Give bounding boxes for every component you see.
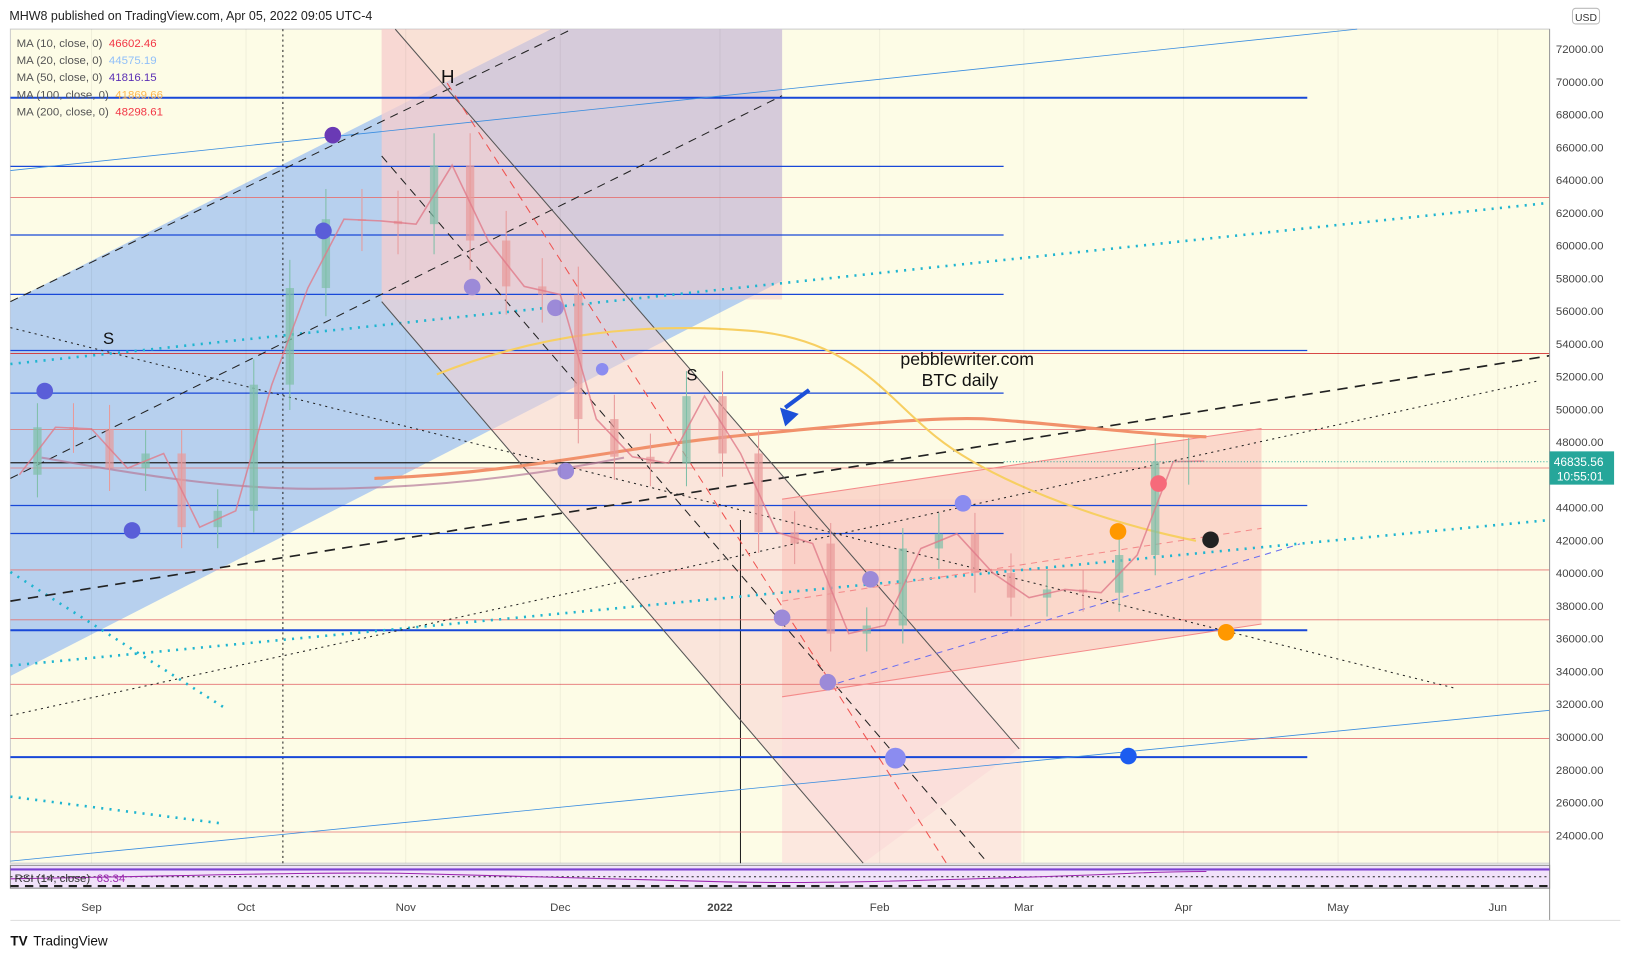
price-tick: 26000.00	[1556, 798, 1604, 810]
rsi-pane[interactable]: RSI (14, close) 63.34	[9, 864, 1551, 889]
price-tick: 64000.00	[1556, 175, 1604, 187]
time-tick: Nov	[396, 902, 417, 914]
price-tick: 56000.00	[1556, 306, 1604, 318]
tv-logo-icon: TV	[10, 933, 27, 948]
price-tick: 36000.00	[1556, 634, 1604, 646]
time-tick: Jun	[1489, 902, 1507, 914]
price-tick: 28000.00	[1556, 765, 1604, 777]
time-tick: May	[1327, 902, 1349, 914]
legend-label: MA (10, close, 0)	[17, 38, 103, 50]
time-tick: 2022	[707, 902, 732, 914]
arrow-icon	[783, 388, 811, 410]
legend-value: 41816.15	[109, 72, 157, 84]
bar-countdown: 10:55:01	[1557, 469, 1604, 483]
price-tick: 42000.00	[1556, 535, 1604, 547]
time-tick: Sep	[81, 902, 101, 914]
price-tick: 34000.00	[1556, 666, 1604, 678]
price-tick: 30000.00	[1556, 732, 1604, 744]
price-tick: 24000.00	[1556, 830, 1604, 842]
currency-badge[interactable]	[1571, 7, 1601, 25]
legend-value: 44575.19	[109, 55, 157, 67]
price-tick: 70000.00	[1556, 77, 1604, 89]
trend-lines	[9, 28, 1550, 864]
annotation-site: pebblewriter.com	[900, 349, 1034, 369]
label-h: H	[441, 66, 455, 87]
price-tick: 66000.00	[1556, 142, 1604, 154]
price-tick: 62000.00	[1556, 208, 1604, 220]
last-price-badge	[1549, 451, 1615, 485]
price-tick: 54000.00	[1556, 339, 1604, 351]
legend-label: MA (100, close, 0)	[17, 89, 109, 101]
legend-value: 46602.46	[109, 38, 157, 50]
rsi-label: RSI (14, close)	[15, 873, 91, 885]
tradingview-logo[interactable]: TV TradingView	[10, 933, 107, 948]
time-tick: Dec	[550, 902, 571, 914]
label-s-right: S	[686, 366, 697, 385]
price-tick: 58000.00	[1556, 273, 1604, 285]
price-tick: 60000.00	[1556, 241, 1604, 253]
time-tick: Mar	[1014, 902, 1034, 914]
price-series	[18, 133, 1205, 652]
time-axis[interactable]: Sep Oct Nov Dec 2022 Feb Mar Apr May Jun	[10, 29, 1621, 921]
price-tick: 50000.00	[1556, 404, 1604, 416]
legend-value: 48298.61	[115, 106, 163, 118]
time-tick: Apr	[1175, 902, 1193, 914]
legend-label: MA (200, close, 0)	[17, 106, 109, 118]
indicator-legend: MA (10, close, 0) 46602.46 MA (20, close, …	[17, 38, 163, 119]
price-tick: 44000.00	[1556, 503, 1604, 515]
horizontal-levels	[10, 96, 1550, 833]
currency-label: USD	[1575, 13, 1597, 24]
price-axis[interactable]: 72000.00 70000.00 68000.00 66000.00 64000.00…	[1003, 7, 1621, 921]
time-tick: Oct	[237, 902, 256, 914]
header-title: MHW8 published on TradingView.com, Apr 0…	[9, 9, 372, 23]
price-tick: 40000.00	[1556, 568, 1604, 580]
rsi-value: 63.34	[97, 873, 126, 885]
price-tick: 52000.00	[1556, 372, 1604, 384]
markers	[36, 126, 1235, 769]
close-line	[18, 163, 1205, 635]
legend-label: MA (20, close, 0)	[17, 55, 103, 67]
price-tick: 32000.00	[1556, 699, 1604, 711]
legend-label: MA (50, close, 0)	[17, 72, 103, 84]
label-s-left: S	[103, 329, 114, 348]
footer-brand: TradingView	[33, 933, 108, 948]
price-tick: 72000.00	[1556, 44, 1604, 56]
main-pane[interactable]: S H S pebblewriter.com BTC daily	[9, 28, 1551, 864]
time-tick: Feb	[870, 902, 890, 914]
price-tick: 38000.00	[1556, 601, 1604, 613]
legend-value: 41869.66	[115, 89, 163, 101]
price-tick: 48000.00	[1556, 437, 1604, 449]
last-price: 46835.56	[1554, 455, 1604, 469]
annotation-subtitle: BTC daily	[922, 370, 999, 390]
price-tick: 68000.00	[1556, 110, 1604, 122]
